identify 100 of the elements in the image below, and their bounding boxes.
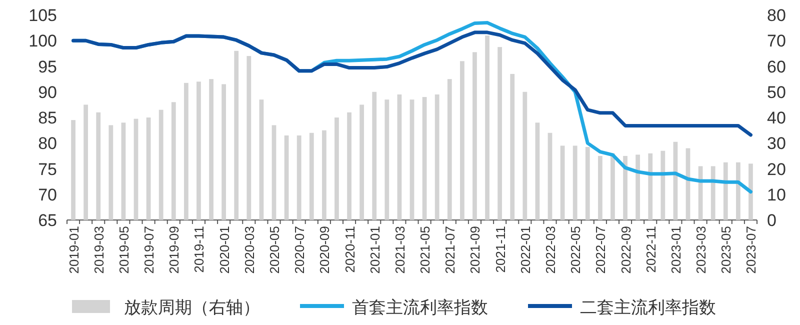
x-tick-label: 2020-09 [317, 226, 332, 274]
y-tick-label: 70 [38, 185, 57, 204]
x-tick-label: 2019-11 [192, 226, 207, 273]
bar [736, 162, 740, 220]
bar [636, 154, 640, 220]
y2-tick-label: 0 [767, 211, 776, 230]
y2-tick-label: 60 [767, 57, 786, 76]
bar [548, 132, 552, 220]
x-tick-label: 2020-11 [342, 226, 358, 273]
bar [96, 112, 101, 220]
x-tick-label: 2019-07 [142, 226, 157, 274]
y-tick-label: 100 [28, 32, 57, 51]
bar [660, 150, 666, 220]
y-tick-label: 75 [38, 160, 57, 179]
bar [309, 132, 314, 220]
x-tick-label: 2022-09 [618, 226, 634, 274]
y-tick-label: 95 [38, 57, 57, 76]
bar [322, 130, 326, 220]
x-tick-label: 2019-09 [166, 226, 182, 274]
bar [623, 156, 628, 220]
y2-tick-label: 20 [767, 160, 786, 179]
bar [610, 153, 615, 220]
bar [410, 100, 414, 220]
bar [222, 84, 226, 220]
bar [146, 118, 151, 220]
bar [535, 122, 540, 220]
bar [171, 102, 176, 220]
bar [585, 146, 590, 220]
y-tick-label: 105 [28, 6, 57, 25]
bar [121, 122, 126, 220]
bar [334, 118, 339, 220]
bar [434, 94, 440, 220]
x-tick-label: 2019-01 [66, 226, 82, 274]
x-tick-label: 2022-01 [518, 226, 533, 274]
bar [397, 94, 402, 220]
bar [209, 79, 214, 220]
bar [347, 112, 352, 220]
x-tick-label: 2022-03 [543, 226, 558, 274]
x-tick-label: 2023-01 [668, 226, 684, 274]
bar [272, 125, 276, 220]
x-tick-label: 2019-03 [91, 226, 106, 274]
x-tick-label: 2020-05 [267, 226, 282, 274]
x-tick-label: 2023-07 [744, 226, 759, 274]
legend-label: 二套主流利率指数 [580, 298, 716, 317]
y-tick-label: 90 [38, 82, 57, 102]
bar [196, 82, 201, 220]
x-tick-label: 2022-05 [568, 226, 584, 274]
x-tick-label: 2021-11 [492, 226, 508, 273]
x-tick-label: 2021-05 [418, 226, 433, 274]
bar [598, 156, 602, 220]
bar [460, 61, 464, 220]
bar [710, 166, 716, 220]
bar [748, 164, 753, 220]
bar [422, 97, 427, 220]
bar [259, 100, 264, 220]
y2-tick-label: 30 [767, 134, 786, 154]
y2-tick-label: 80 [767, 6, 786, 25]
x-tick-label: 2021-09 [468, 226, 483, 274]
bar [234, 50, 239, 220]
x-tick-label: 2023-03 [694, 226, 709, 274]
bar [510, 74, 515, 220]
bar [284, 135, 289, 220]
bar [384, 100, 390, 220]
y2-tick-label: 40 [767, 108, 786, 128]
bar [572, 146, 578, 220]
bar [648, 153, 653, 220]
bar [134, 118, 138, 220]
bar [723, 162, 728, 220]
bar [522, 92, 528, 220]
x-tick-label: 2020-03 [242, 226, 257, 274]
bar [84, 104, 88, 220]
legend-label: 首套主流利率指数 [352, 298, 488, 317]
x-tick-label: 2021-07 [442, 226, 458, 274]
bar [447, 79, 452, 220]
y-tick-label: 85 [38, 108, 57, 128]
bar [372, 92, 377, 220]
bar [360, 104, 364, 220]
legend-label: 放款周期（右轴） [124, 298, 260, 317]
bar [472, 52, 477, 220]
y2-tick-label: 50 [767, 82, 786, 102]
bar [560, 146, 565, 220]
y2-tick-label: 70 [767, 32, 786, 51]
x-tick-label: 2019-05 [116, 226, 132, 274]
bar [246, 56, 252, 220]
y2-tick-label: 10 [767, 185, 786, 204]
x-tick-label: 2021-01 [367, 226, 382, 274]
bar [184, 82, 188, 220]
x-tick-label: 2022-11 [643, 226, 658, 273]
x-tick-label: 2023-05 [718, 226, 734, 274]
bar [158, 110, 164, 220]
bar [108, 125, 114, 220]
y-tick-label: 80 [38, 134, 57, 154]
bar [296, 135, 302, 220]
bar [485, 36, 490, 220]
x-tick-label: 2022-07 [593, 226, 608, 274]
x-tick-label: 2020-07 [292, 226, 308, 274]
x-tick-label: 2021-03 [392, 226, 408, 274]
bar [71, 120, 76, 220]
bar [498, 47, 502, 220]
x-tick-label: 2020-01 [216, 226, 232, 274]
